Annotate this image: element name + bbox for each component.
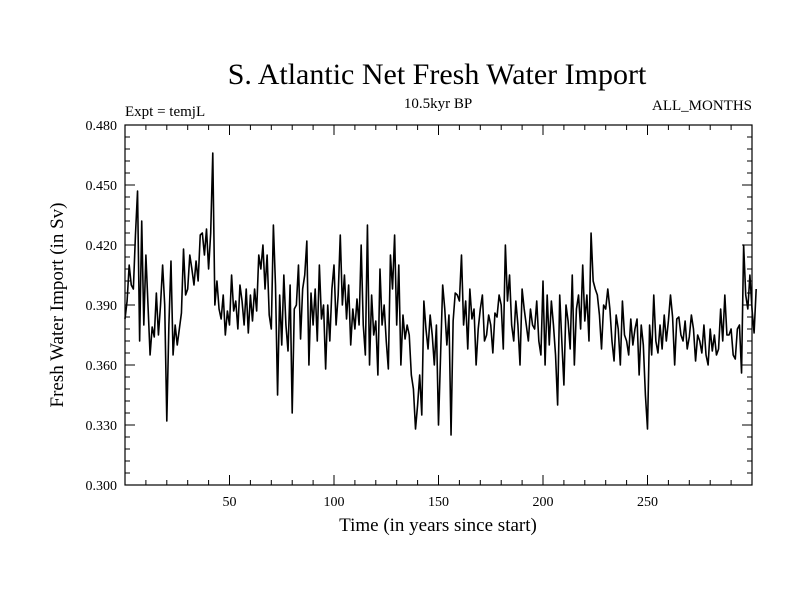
y-tick-label: 0.420 xyxy=(86,239,118,254)
y-axis-label: Fresh Water Import (in Sv) xyxy=(47,203,68,408)
plot-area xyxy=(124,152,757,436)
y-tick-label: 0.450 xyxy=(86,179,118,194)
x-axis: 50 100 150 200 250 xyxy=(145,125,732,510)
y-tick-label: 0.360 xyxy=(86,359,118,374)
x-tick-label: 200 xyxy=(533,495,554,510)
x-tick-label: 100 xyxy=(324,495,345,510)
x-tick-label: 250 xyxy=(637,495,658,510)
chart-title: S. Atlantic Net Fresh Water Import xyxy=(228,58,647,91)
y-tick-label: 0.330 xyxy=(86,419,118,434)
subtitle-period: 10.5kyr BP xyxy=(404,96,472,112)
y-axis: 0.300 0.330 0.360 0.390 0.420 0.450 0.480 xyxy=(86,119,752,494)
y-tick-label: 0.480 xyxy=(86,119,118,134)
y-tick-label: 0.390 xyxy=(86,299,118,314)
x-axis-label: Time (in years since start) xyxy=(339,515,537,536)
series-line-0 xyxy=(124,152,757,436)
subtitle-experiment: Expt = temjL xyxy=(125,104,205,120)
subtitle-months: ALL_MONTHS xyxy=(652,98,752,114)
x-tick-label: 150 xyxy=(428,495,449,510)
y-tick-label: 0.300 xyxy=(86,479,118,494)
x-tick-label: 50 xyxy=(223,495,237,510)
